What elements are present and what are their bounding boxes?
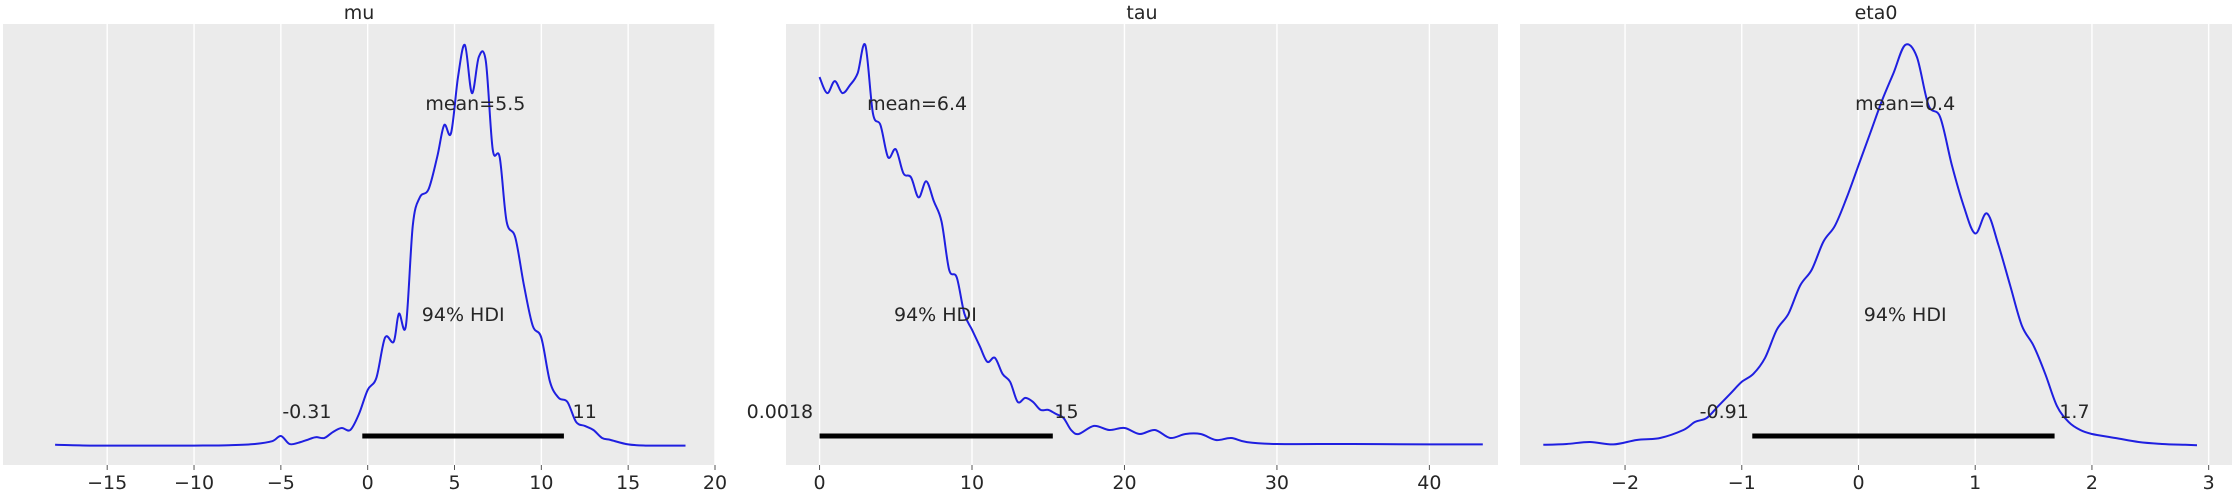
x-tick-label: 3 [2203,472,2215,494]
density-curve [1543,43,2198,447]
x-grid [1624,24,2210,465]
posterior-panel-tau: tau mean=6.4 94% HDI 0.0018 15 0 10 20 30 40 [747,2,1498,494]
x-ticks: 0 10 20 30 40 [813,465,1441,494]
panel-title: eta0 [1855,2,1898,24]
x-tick-label: 0 [813,472,825,494]
x-tick-label: 30 [1265,472,1289,494]
x-tick-label: 10 [960,472,984,494]
hdi-label: 94% HDI [1864,304,1947,326]
x-tick-label: 2 [2086,472,2098,494]
posterior-panel-eta0: eta0 mean=0.4 94% HDI -0.91 1.7 −2 −1 0 1 2 3 [1520,2,2232,494]
density-curve [818,43,1483,446]
hdi-high-label: 15 [1054,401,1078,423]
x-tick-label: 5 [448,472,460,494]
hdi-low-label: -0.31 [282,401,331,423]
x-tick-label: 10 [529,472,553,494]
x-tick-label: −10 [174,472,214,494]
panel-title: mu [344,2,375,24]
x-ticks: −15 −10 −5 0 5 10 15 20 [87,465,727,494]
panel-title: tau [1126,2,1157,24]
x-tick-label: 15 [616,472,640,494]
density-curve [55,43,686,447]
x-tick-label: −1 [1728,472,1756,494]
x-ticks: −2 −1 0 1 2 3 [1611,465,2215,494]
mean-label: mean=0.4 [1855,93,1955,115]
hdi-high-label: 11 [573,401,597,423]
mean-label: mean=5.5 [425,93,525,115]
x-tick-label: −15 [87,472,127,494]
hdi-high-label: 1.7 [2059,401,2089,423]
plot-background [1520,24,2232,465]
x-tick-label: 0 [1852,472,1864,494]
hdi-label: 94% HDI [894,304,977,326]
hdi-low-label: -0.91 [1700,401,1749,423]
x-tick-label: 40 [1417,472,1441,494]
x-tick-label: 0 [362,472,374,494]
x-tick-label: 20 [1112,472,1136,494]
x-grid [818,24,1431,465]
x-tick-label: 1 [1969,472,1981,494]
posterior-panel-mu: mu mean=5.5 94% HDI -0.31 11 −15 −10 −5 0 5 1… [3,2,727,494]
hdi-label: 94% HDI [422,304,505,326]
x-tick-label: −2 [1611,472,1639,494]
mean-label: mean=6.4 [867,93,967,115]
plot-background [786,24,1498,465]
x-tick-label: 20 [703,472,727,494]
plot-background [3,24,715,465]
x-tick-label: −5 [267,472,295,494]
hdi-low-label: 0.0018 [747,401,813,423]
x-grid [106,24,716,465]
